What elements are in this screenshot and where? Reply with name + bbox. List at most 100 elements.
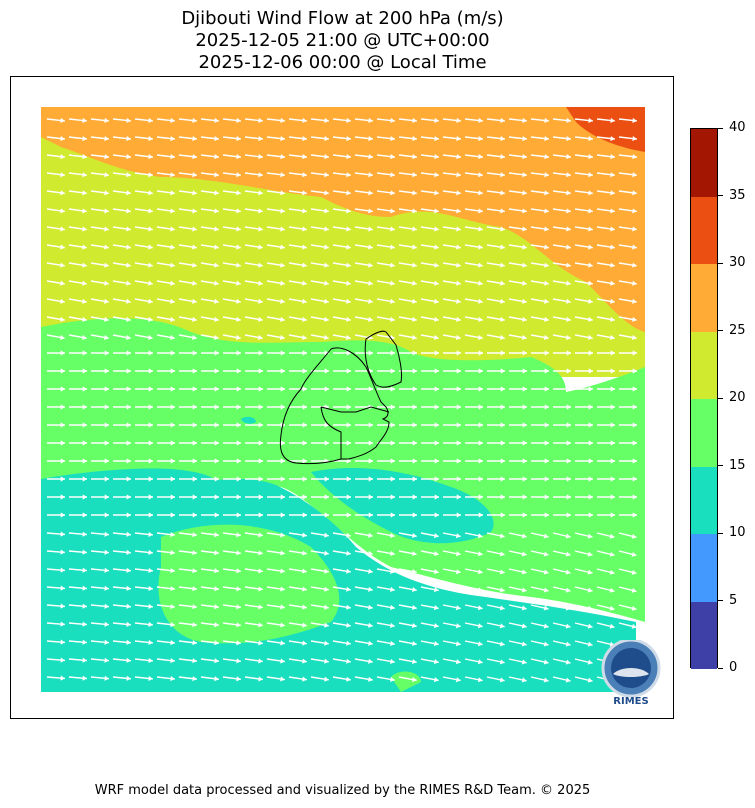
wind-arrow-head bbox=[346, 280, 351, 286]
wind-arrow-head bbox=[104, 350, 109, 356]
wind-arrow-head bbox=[104, 298, 109, 304]
wind-arrow-head bbox=[324, 298, 329, 304]
wind-arrow-head bbox=[412, 440, 417, 446]
wind-arrow-head bbox=[544, 458, 549, 464]
wind-arrow-head bbox=[478, 280, 483, 286]
wind-arrow-head bbox=[148, 244, 153, 250]
wind-arrow-head bbox=[456, 404, 461, 410]
wind-arrow-head bbox=[521, 551, 527, 557]
wind-arrow-head bbox=[522, 422, 527, 428]
wind-arrow-head bbox=[632, 208, 637, 214]
wind-arrow-head bbox=[433, 569, 439, 575]
wind-arrow-head bbox=[82, 657, 87, 663]
wind-arrow-head bbox=[214, 226, 219, 232]
wind-arrow-head bbox=[236, 476, 241, 482]
wind-arrow-head bbox=[544, 244, 549, 250]
wind-arrow-head bbox=[566, 244, 571, 250]
wind-arrow-head bbox=[346, 404, 351, 410]
wind-arrow-head bbox=[566, 172, 571, 178]
wind-arrow-head bbox=[126, 117, 131, 124]
wind-arrow-head bbox=[412, 117, 417, 124]
wind-arrow-head bbox=[346, 676, 351, 682]
wind-arrow-head bbox=[302, 532, 307, 538]
wind-arrow-head bbox=[148, 190, 153, 196]
wind-arrow-head bbox=[236, 117, 241, 124]
wind-arrow-head bbox=[609, 533, 615, 539]
wind-arrow-head bbox=[82, 531, 87, 537]
wind-arrow-head bbox=[126, 549, 131, 555]
wind-arrow-head bbox=[126, 190, 131, 196]
wind-arrow-head bbox=[324, 550, 329, 556]
wind-arrow-head bbox=[522, 172, 527, 178]
wind-arrow-head bbox=[522, 298, 527, 304]
wind-arrow-head bbox=[104, 567, 109, 573]
wind-arrow-head bbox=[434, 172, 439, 178]
wind-arrow-head bbox=[390, 386, 395, 392]
wind-arrow-head bbox=[544, 350, 549, 356]
wind-arrow-head bbox=[478, 117, 483, 124]
wind-arrow-head bbox=[302, 586, 307, 592]
wind-arrow-head bbox=[390, 476, 395, 482]
wind-arrow-head bbox=[610, 135, 615, 142]
wind-arrow-head bbox=[280, 208, 285, 214]
wind-arrow-head bbox=[126, 512, 131, 518]
wind-arrow-head bbox=[368, 658, 373, 664]
wind-arrow-head bbox=[214, 604, 219, 610]
wind-arrow-head bbox=[126, 675, 131, 681]
wind-arrow-head bbox=[126, 154, 131, 160]
wind-arrow-head bbox=[82, 440, 87, 446]
colorbar-tick bbox=[718, 532, 723, 534]
wind-arrow-head bbox=[346, 334, 351, 341]
wind-arrow-head bbox=[82, 404, 87, 410]
wind-arrow-head bbox=[477, 623, 483, 629]
wind-arrow-head bbox=[60, 621, 65, 627]
wind-arrow-head bbox=[104, 422, 109, 428]
wind-arrow-head bbox=[390, 568, 395, 574]
wind-arrow-head bbox=[82, 549, 87, 555]
wind-arrow-head bbox=[412, 244, 417, 250]
wind-arrow-head bbox=[346, 208, 351, 214]
wind-arrow-head bbox=[368, 244, 373, 250]
wind-arrow-head bbox=[148, 621, 153, 628]
wind-arrow-head bbox=[390, 262, 395, 268]
wind-arrow-head bbox=[368, 368, 373, 374]
wind-arrow-head bbox=[148, 404, 153, 410]
wind-arrow-head bbox=[236, 262, 241, 268]
wind-arrow-head bbox=[148, 280, 153, 286]
wind-arrow-head bbox=[631, 605, 637, 611]
wind-arrow-head bbox=[632, 476, 637, 482]
wind-arrow-head bbox=[258, 190, 263, 196]
colorbar-segment bbox=[691, 466, 717, 534]
wind-arrow-head bbox=[587, 587, 593, 593]
wind-arrow-head bbox=[170, 657, 175, 664]
wind-arrow-head bbox=[456, 280, 461, 286]
wind-arrow-head bbox=[60, 603, 65, 609]
wind-arrow-head bbox=[302, 316, 307, 322]
wind-arrow-head bbox=[126, 262, 131, 268]
wind-arrow-head bbox=[433, 605, 439, 611]
wind-arrow-head bbox=[236, 532, 241, 538]
wind-arrow-head bbox=[434, 208, 439, 214]
wind-arrow-head bbox=[632, 226, 637, 232]
wind-arrow-head bbox=[522, 512, 527, 518]
wind-arrow-head bbox=[104, 244, 109, 250]
wind-arrow-head bbox=[500, 262, 505, 268]
wind-arrow-head bbox=[346, 190, 351, 196]
wind-arrow-head bbox=[346, 262, 351, 268]
wind-arrow-head bbox=[236, 422, 241, 428]
wind-arrow-head bbox=[258, 658, 263, 664]
wind-arrow-head bbox=[214, 386, 219, 392]
wind-arrow-head bbox=[610, 404, 615, 410]
wind-arrow-head bbox=[544, 476, 549, 482]
wind-arrow-head bbox=[390, 676, 395, 682]
wind-arrow-head bbox=[258, 404, 263, 410]
wind-arrow-head bbox=[126, 476, 131, 482]
wind-arrow-head bbox=[214, 190, 219, 196]
wind-arrow-head bbox=[588, 262, 593, 268]
wind-arrow-head bbox=[192, 262, 197, 268]
wind-arrow-head bbox=[368, 494, 373, 500]
wind-arrow-head bbox=[522, 117, 527, 124]
wind-arrow-head bbox=[192, 404, 197, 410]
wind-arrow-head bbox=[170, 476, 175, 482]
wind-arrow-head bbox=[126, 172, 131, 178]
